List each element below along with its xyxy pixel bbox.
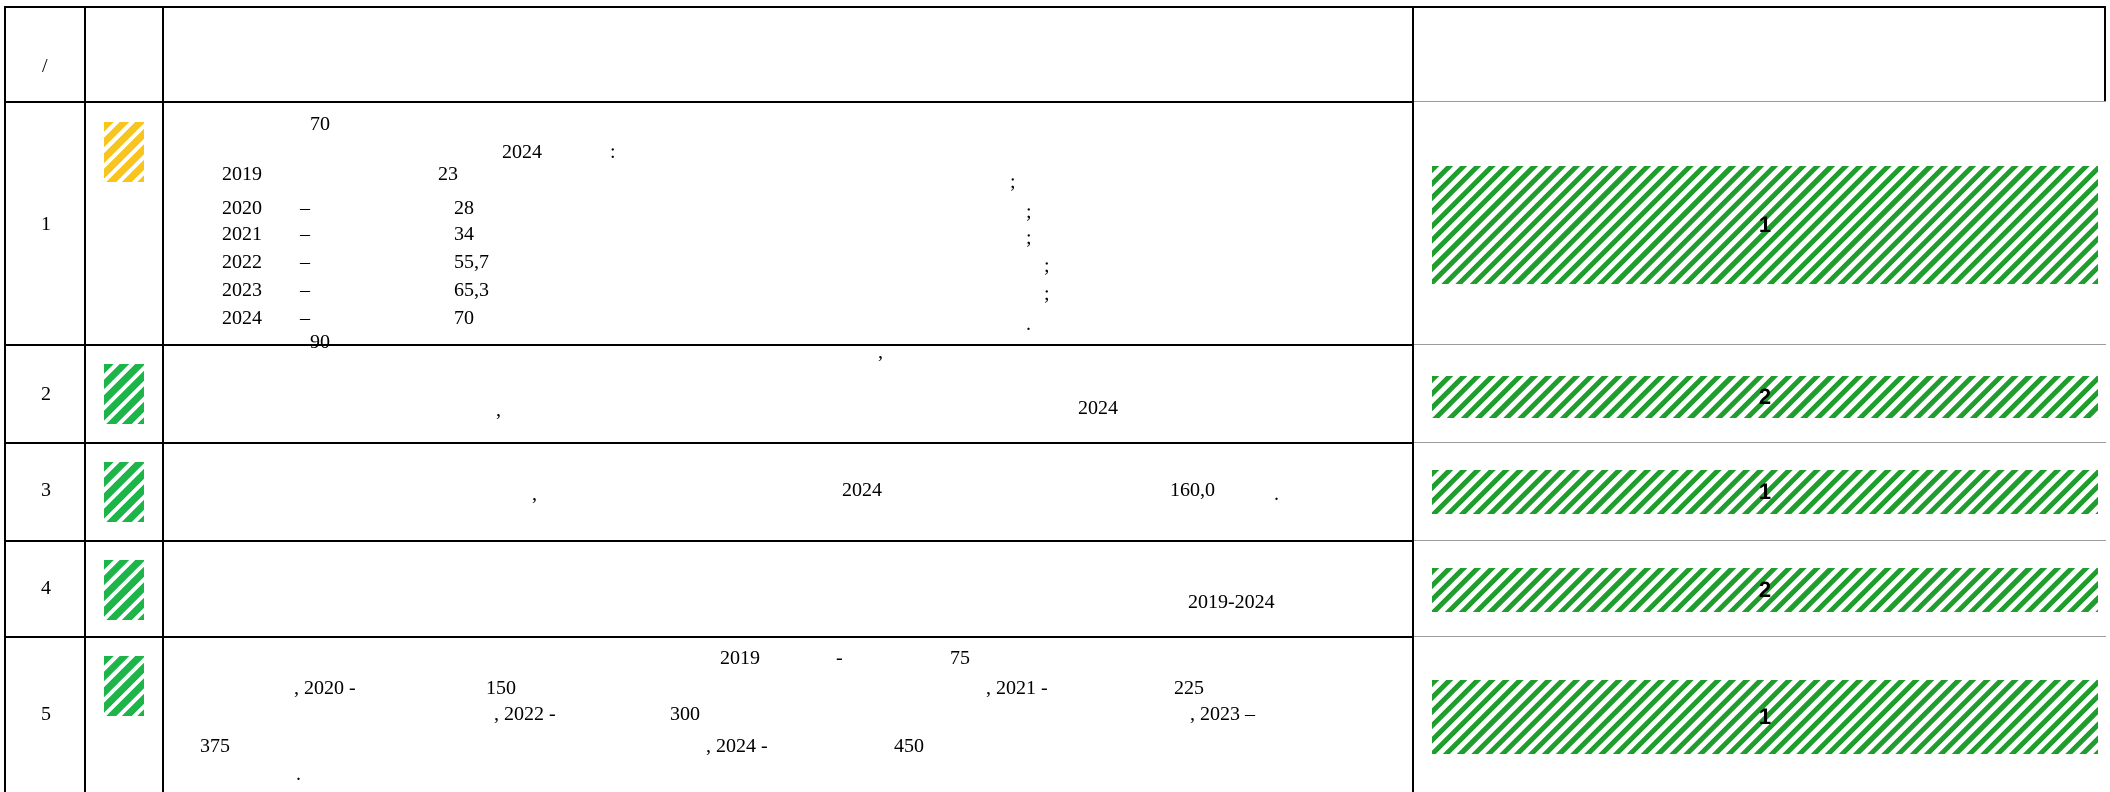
table-border-top <box>4 6 2106 8</box>
row-1-text: ; <box>1026 201 1032 223</box>
table-border-col3 <box>1412 6 1414 792</box>
row-1-text: 2022 <box>222 251 262 273</box>
row-1-text: : <box>610 141 616 163</box>
row-1-text: – <box>300 223 310 245</box>
row-5-status-badge <box>104 656 144 716</box>
row-3-bottom-border <box>4 540 1414 542</box>
table-border-right <box>2104 6 2106 102</box>
row-4-bottom-border <box>4 636 1414 638</box>
header-col-index: / <box>42 55 48 77</box>
row-2-status-badge <box>104 364 144 424</box>
row-5-text: 75 <box>950 647 970 669</box>
row-1-text: 70 <box>310 113 330 135</box>
row-4-index: 4 <box>41 577 51 599</box>
row-2-status-bar: 2 <box>1432 376 2098 418</box>
row-5-text: 300 <box>670 703 700 725</box>
row-2-index: 2 <box>41 383 51 405</box>
row-5-text: 150 <box>486 677 516 699</box>
row-3-status-badge <box>104 462 144 522</box>
row-5-bar-label: 1 <box>1758 704 1772 729</box>
row-5-index: 5 <box>41 703 51 725</box>
table-border-col2 <box>162 6 164 792</box>
row-1-text: 2019 <box>222 163 262 185</box>
row-1-text: 2020 <box>222 197 262 219</box>
table-border-col1 <box>84 6 86 792</box>
row-2-text: , <box>496 399 501 421</box>
row-1-text: – <box>300 197 310 219</box>
row-5-text: , 2020 - <box>294 677 356 699</box>
row-3-bar-label: 1 <box>1758 479 1772 504</box>
row-5-text: - <box>836 647 843 669</box>
row-1-text: 2024 <box>222 307 262 329</box>
row-3-text: . <box>1274 483 1279 505</box>
row-3-text: 2024 <box>842 479 882 501</box>
row-5-text: , 2024 - <box>706 735 768 757</box>
row-3-text: , <box>532 483 537 505</box>
row-5-text: 450 <box>894 735 924 757</box>
row-1-text: – <box>300 279 310 301</box>
row-3-bottom-border-right <box>1414 540 2106 541</box>
row-1-text: 65,3 <box>454 279 489 301</box>
row-1-text: – <box>300 307 310 329</box>
row-1-text: 28 <box>454 197 474 219</box>
header-bottom-border-right <box>1414 101 2106 102</box>
row-1-bottom-border-right <box>1414 344 2106 345</box>
row-1-status-bar: 1 <box>1432 166 2098 284</box>
row-1-text: 2021 <box>222 223 262 245</box>
row-5-text: 375 <box>200 735 230 757</box>
row-1-text: – <box>300 251 310 273</box>
row-1-status-badge <box>104 122 144 182</box>
row-5-text: , 2023 – <box>1190 703 1255 725</box>
row-5-text: 225 <box>1174 677 1204 699</box>
row-4-status-badge <box>104 560 144 620</box>
row-1-text: 2023 <box>222 279 262 301</box>
row-4-bottom-border-right <box>1414 636 2106 637</box>
row-3-status-bar: 1 <box>1432 470 2098 514</box>
row-2-text: 2024 <box>1078 397 1118 419</box>
row-1-text: . <box>1026 313 1031 335</box>
table-border-left <box>4 6 6 792</box>
row-3-text: 160,0 <box>1170 479 1215 501</box>
row-1-text: ; <box>1010 171 1016 193</box>
row-1-text: ; <box>1026 227 1032 249</box>
row-2-bottom-border <box>4 442 1414 444</box>
row-1-index: 1 <box>41 213 51 235</box>
header-bottom-border <box>4 101 1414 103</box>
row-1-text: 34 <box>454 223 474 245</box>
row-2-bottom-border-right <box>1414 442 2106 443</box>
row-1-text: 55,7 <box>454 251 489 273</box>
row-5-text: 2019 <box>720 647 760 669</box>
row-2-text: 90 <box>310 331 330 353</box>
row-5-text: , 2022 - <box>494 703 556 725</box>
row-2-text: , <box>878 341 883 363</box>
row-1-bottom-border <box>4 344 1414 346</box>
row-1-text: 2024 <box>502 141 542 163</box>
row-1-bar-label: 1 <box>1758 212 1772 237</box>
row-1-text: ; <box>1044 283 1050 305</box>
row-1-text: 70 <box>454 307 474 329</box>
row-1-text: 23 <box>438 163 458 185</box>
row-4-bar-label: 2 <box>1758 577 1772 602</box>
row-4-status-bar: 2 <box>1432 568 2098 612</box>
row-5-status-bar: 1 <box>1432 680 2098 754</box>
row-3-index: 3 <box>41 479 51 501</box>
row-5-text: . <box>296 763 301 785</box>
row-4-text: 2019-2024 <box>1188 591 1275 613</box>
row-5-text: , 2021 - <box>986 677 1048 699</box>
row-2-bar-label: 2 <box>1758 384 1772 409</box>
row-1-text: ; <box>1044 255 1050 277</box>
